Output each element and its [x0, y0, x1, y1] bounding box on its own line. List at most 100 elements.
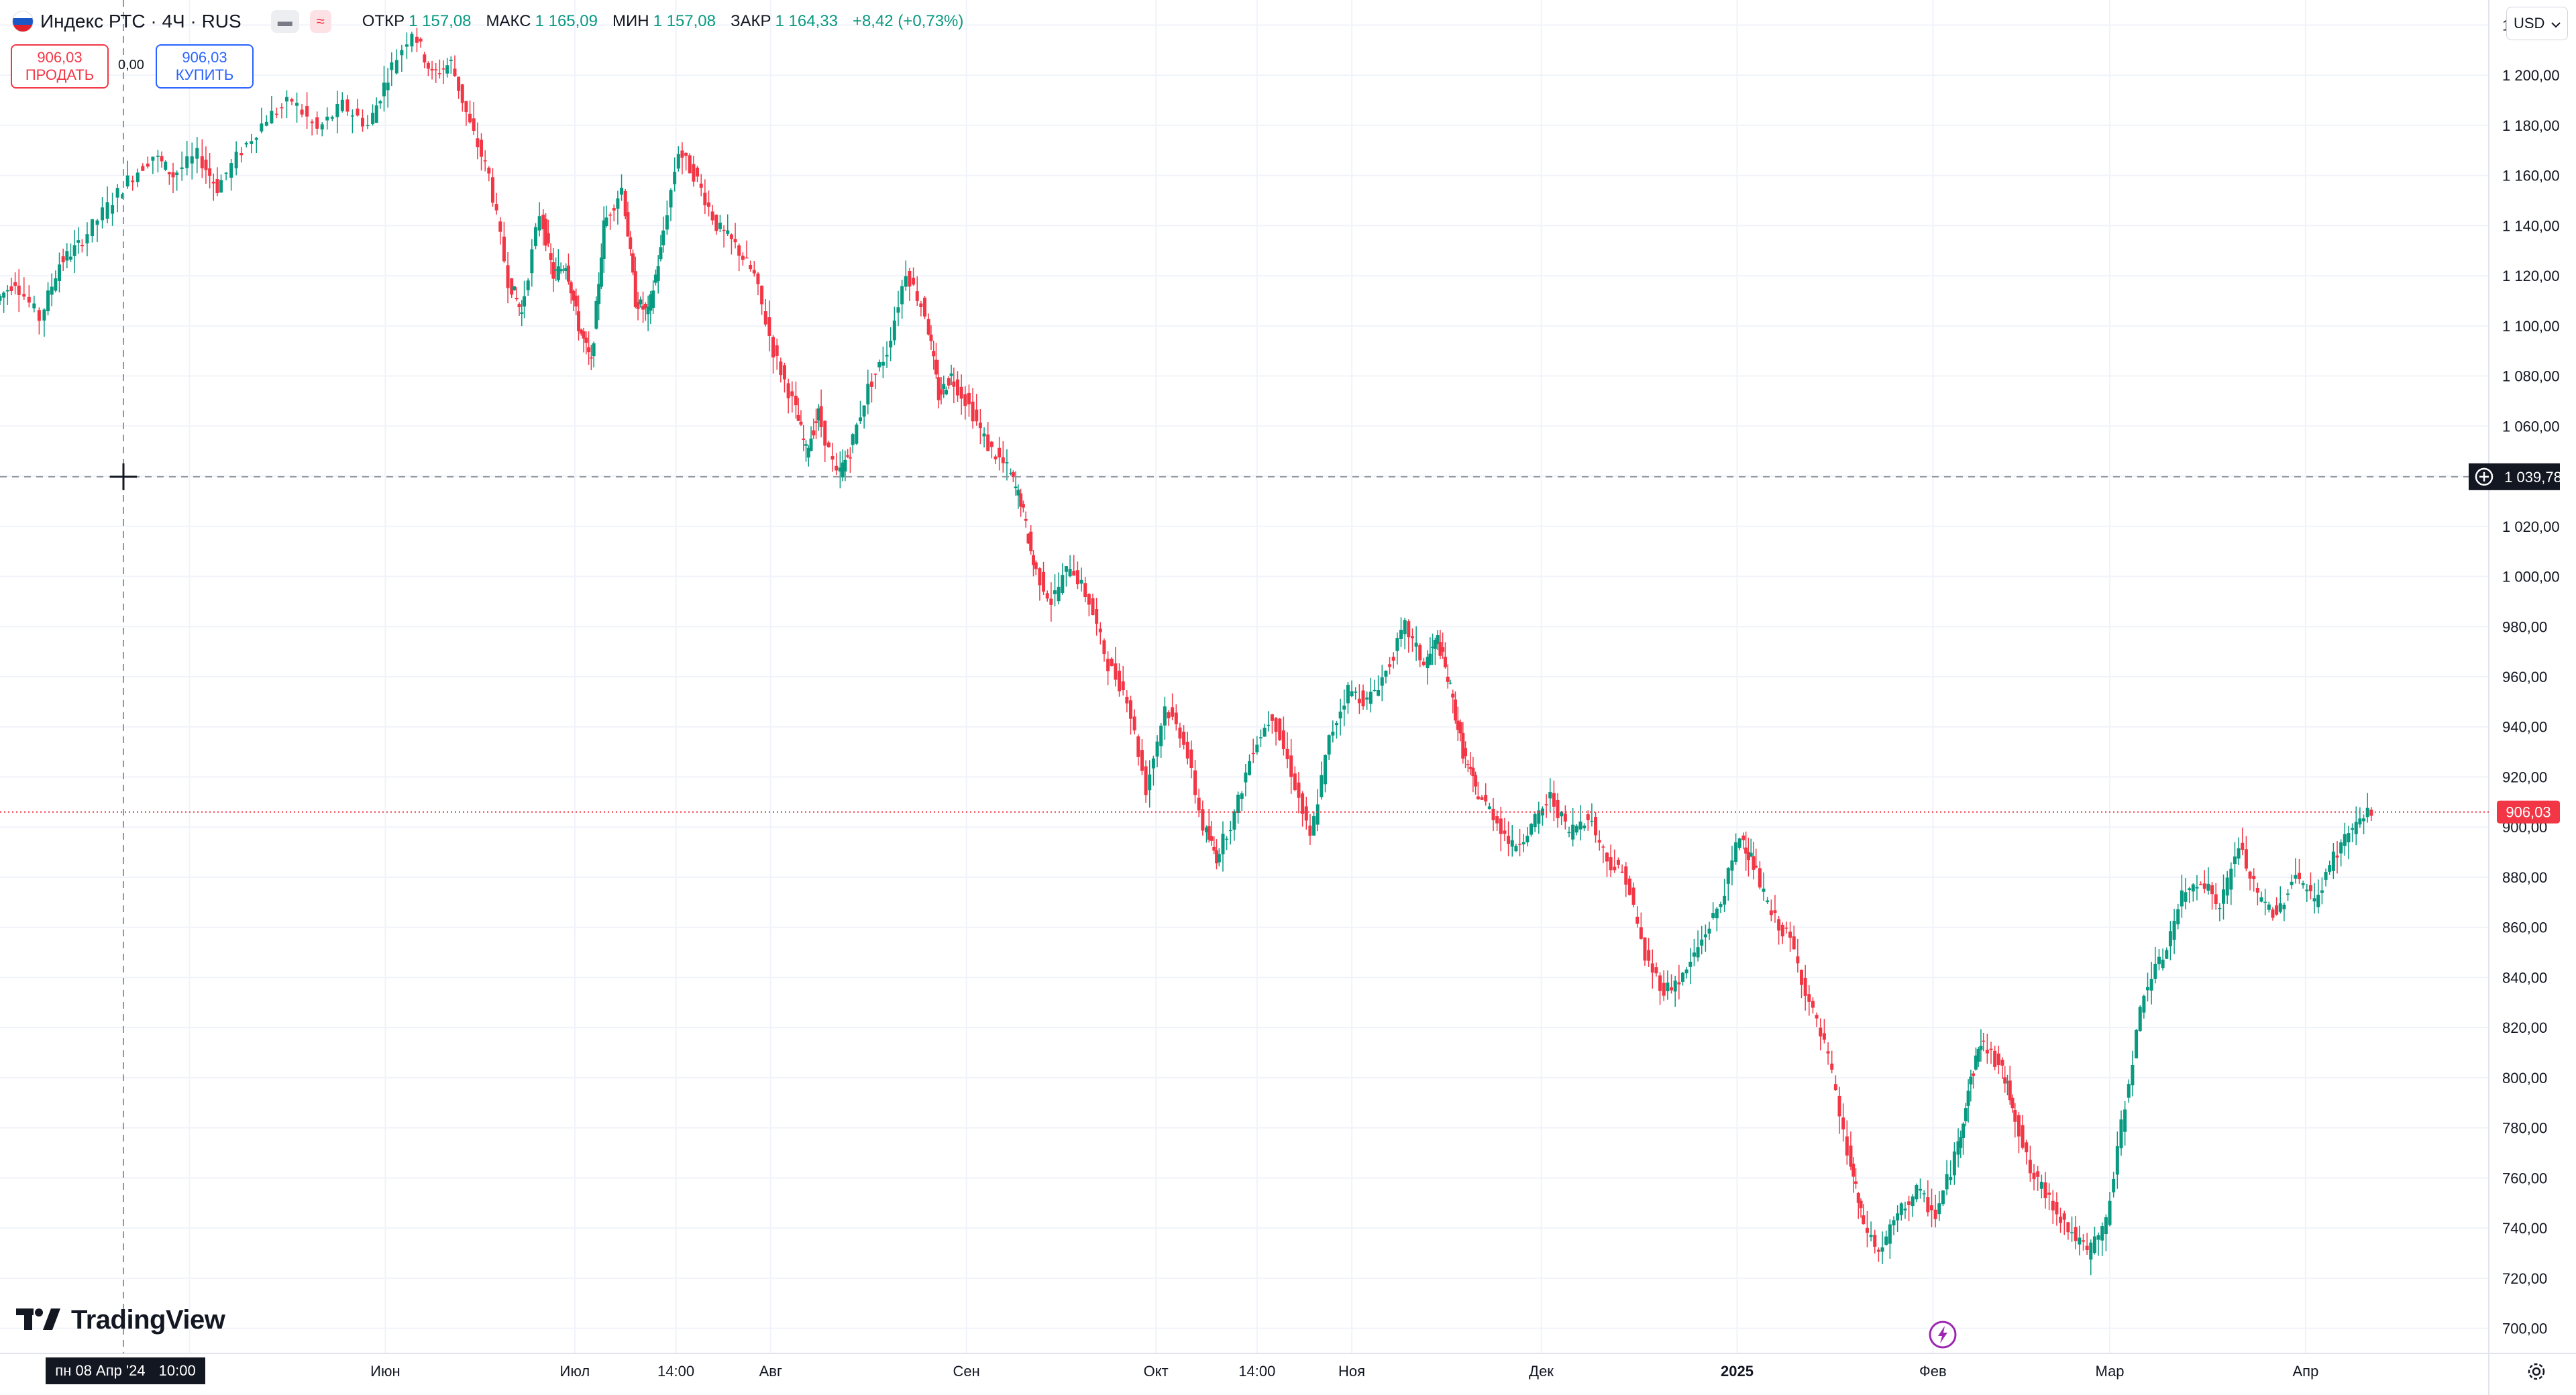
symbol-title[interactable]: Индекс РТС · 4Ч · RUS	[40, 11, 241, 32]
candle-body	[551, 262, 555, 279]
candle-body	[2176, 909, 2180, 925]
candle-body	[32, 303, 36, 309]
candle-body	[1993, 1050, 1997, 1067]
candle-body	[1297, 782, 1301, 798]
candle-body	[858, 417, 862, 422]
candle-body	[131, 180, 135, 182]
candle-body	[733, 239, 737, 243]
candle-body	[146, 163, 150, 167]
candle-body	[2206, 883, 2210, 891]
candle-body	[2347, 833, 2351, 842]
candle-body	[1350, 691, 1354, 697]
candle-body	[541, 215, 545, 229]
candle-body	[2244, 849, 2248, 869]
candle-body	[2237, 848, 2241, 859]
candle-body	[2324, 872, 2328, 880]
candle-body	[1985, 1050, 1989, 1054]
candle-body	[1148, 774, 1152, 791]
sell-button[interactable]: 906,03 ПРОДАТЬ	[11, 44, 109, 89]
candle-body	[1461, 732, 1465, 759]
candle-body	[2013, 1110, 2017, 1122]
candle-body	[68, 256, 72, 260]
change-value: +8,42 (+0,73%)	[852, 12, 964, 30]
data-delay-pill[interactable]: ≈	[309, 10, 331, 33]
buy-button[interactable]: 906,03 КУПИТЬ	[156, 44, 254, 89]
candle-body	[1643, 937, 1647, 961]
y-tick-label: 840,00	[2502, 969, 2547, 986]
candle-body	[1803, 977, 1807, 996]
candle-body	[1034, 562, 1038, 569]
close-value: 1 164,33	[775, 12, 838, 30]
candle-body	[1014, 486, 1018, 488]
candle-body	[1670, 987, 1674, 991]
candle-body	[799, 421, 803, 425]
tradingview-wordmark: TradingView	[71, 1305, 225, 1335]
y-tick-label: 760,00	[2502, 1170, 2547, 1186]
candle-body	[794, 396, 798, 406]
candle-body	[1982, 1040, 1986, 1042]
candle-body	[2157, 956, 2161, 964]
candle-body	[1654, 967, 1658, 974]
candle-body	[195, 148, 199, 159]
candle-body	[156, 156, 160, 157]
candle-body	[814, 421, 818, 423]
candle-body	[1896, 1213, 1900, 1221]
candle-body	[1110, 659, 1114, 667]
candle-body	[673, 172, 677, 184]
settings-icon[interactable]	[2525, 1360, 2548, 1386]
candle-body	[659, 247, 663, 260]
candle-body	[1796, 956, 1800, 964]
candle-body	[515, 298, 519, 300]
candle-body	[1377, 690, 1381, 696]
candle-body	[215, 178, 219, 194]
tradingview-logo[interactable]: TradingView	[16, 1305, 225, 1335]
candle-body	[1650, 963, 1654, 973]
candle-body	[2108, 1201, 2112, 1225]
last-price-label: 906,03	[2506, 804, 2551, 821]
candle-body	[2316, 895, 2320, 907]
candle-body	[1361, 690, 1365, 707]
low-value: 1 157,08	[653, 12, 716, 30]
candle-body	[1639, 927, 1643, 939]
candle-body	[1784, 928, 1788, 929]
candle-body	[1544, 804, 1548, 805]
candle-body	[1155, 741, 1159, 757]
candle-body	[763, 311, 767, 325]
candle-body	[1837, 1095, 1841, 1117]
candle-body	[1301, 793, 1305, 814]
candle-body	[1741, 835, 1746, 840]
candle-body	[517, 304, 521, 307]
candle-body	[1021, 504, 1025, 508]
candle-body	[1620, 871, 1624, 873]
candle-body	[1769, 910, 1773, 915]
candle-body	[848, 457, 852, 459]
candle-body	[1815, 1015, 1819, 1019]
candle-body	[105, 202, 109, 219]
candle-body	[1888, 1224, 1892, 1244]
candle-body	[50, 286, 54, 295]
y-tick-label: 1 180,00	[2502, 117, 2560, 134]
candle-body	[280, 107, 284, 109]
currency-selector[interactable]: USD	[2506, 7, 2568, 40]
candle-body	[1726, 868, 1730, 884]
candle-body	[760, 286, 764, 304]
candle-body	[1121, 681, 1125, 691]
candle-body	[881, 361, 885, 366]
candle-body	[1972, 1073, 1976, 1076]
symbol-status-pill[interactable]: ▬	[270, 10, 299, 33]
candle-body	[22, 294, 26, 297]
candle-body	[741, 256, 745, 260]
candle-body	[2282, 904, 2286, 909]
candle-body	[1911, 1196, 1915, 1207]
candle-body	[2104, 1217, 2108, 1235]
flash-icon[interactable]	[1928, 1320, 1957, 1353]
candle-body	[378, 101, 382, 104]
candle-body	[703, 192, 707, 206]
candle-body	[1354, 691, 1358, 693]
candle-body	[1391, 657, 1395, 661]
candle-body	[1316, 804, 1320, 825]
candle-body	[115, 188, 119, 198]
candle-body	[572, 290, 576, 301]
candle-body	[2146, 987, 2150, 991]
